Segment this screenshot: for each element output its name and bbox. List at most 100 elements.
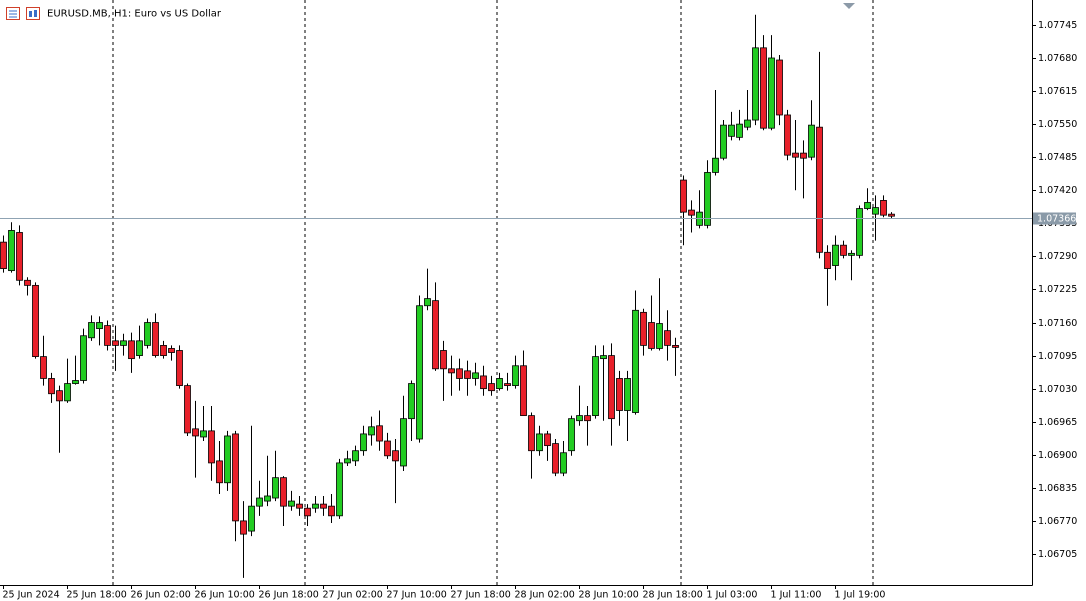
candle-body: [816, 126, 823, 253]
candle-body: [640, 311, 647, 346]
candle-body: [40, 356, 47, 379]
candle-body: [728, 124, 735, 137]
candle-body: [16, 232, 23, 281]
candle-body: [0, 241, 7, 269]
y-tick-label: 1.07095: [1038, 351, 1077, 362]
candle-body: [304, 507, 311, 517]
candle-body: [392, 450, 399, 462]
candle-body: [72, 380, 79, 384]
candle-body: [360, 433, 367, 452]
candle-body: [760, 47, 767, 129]
y-tick-label: 1.06835: [1038, 483, 1077, 494]
candle-body: [120, 340, 127, 346]
candle-body: [448, 368, 455, 374]
candle-body: [704, 172, 711, 226]
y-tick-label: 1.06965: [1038, 417, 1077, 428]
y-tick-label: 1.07615: [1038, 86, 1077, 97]
candle-body: [712, 157, 719, 173]
candle-body: [416, 305, 423, 440]
candle-body: [296, 503, 303, 509]
candle-body: [272, 477, 279, 499]
candle-body: [872, 207, 879, 215]
candle-body: [544, 433, 551, 447]
x-tick-label: 27 Jun 02:00: [323, 590, 383, 601]
candle-body: [824, 251, 831, 269]
x-tick-label: 26 Jun 02:00: [131, 590, 191, 601]
x-tick-label: 1 Jul 19:00: [835, 590, 886, 601]
candle-body: [528, 415, 535, 452]
day-separators: [112, 0, 874, 585]
candle-body: [376, 425, 383, 442]
candle-body: [560, 452, 567, 474]
y-tick-label: 1.07030: [1038, 384, 1077, 395]
candle-body: [8, 230, 15, 272]
candle-body: [808, 124, 815, 158]
candle-body: [160, 345, 167, 356]
plot-area: [0, 14, 895, 578]
candle-body: [600, 355, 607, 360]
candle-body: [616, 378, 623, 411]
candle-body: [64, 383, 71, 402]
candle-body: [248, 505, 255, 532]
y-tick-label: 1.06900: [1038, 450, 1077, 461]
x-tick-label: 27 Jun 18:00: [451, 590, 511, 601]
candle-body: [464, 370, 471, 379]
candle-body: [632, 309, 639, 413]
candle-body: [56, 390, 63, 402]
x-tick-label: 27 Jun 10:00: [387, 590, 447, 601]
y-tick-label: 1.07160: [1038, 318, 1077, 329]
candle-body: [264, 495, 271, 502]
candle-body: [344, 458, 351, 464]
candle-body: [568, 418, 575, 452]
icon: [34, 10, 37, 17]
candle-body: [424, 298, 431, 307]
candle-body: [776, 59, 783, 116]
candle-body: [328, 505, 335, 517]
icon: [26, 7, 40, 20]
x-tick-label: 1 Jul 03:00: [707, 590, 758, 601]
candle-body: [680, 179, 687, 213]
candle-body: [32, 284, 39, 357]
candle-body: [256, 497, 263, 507]
candle-body: [480, 375, 487, 390]
candle-body: [472, 372, 479, 379]
candle-body: [536, 433, 543, 452]
candle-body: [136, 340, 143, 356]
candle-body: [24, 279, 31, 286]
x-tick-label: 28 Jun 02:00: [515, 590, 575, 601]
candle-body: [288, 500, 295, 507]
y-tick-label: 1.06770: [1038, 516, 1077, 527]
candle-body: [768, 57, 775, 129]
candle-body: [576, 415, 583, 422]
x-tick-label: 1 Jul 11:00: [771, 590, 822, 601]
x-tick-label: 25 Jun 18:00: [67, 590, 127, 601]
candle-body: [96, 322, 103, 330]
x-tick-label: 25 Jun 2024: [3, 590, 60, 601]
x-tick-label: 28 Jun 18:00: [643, 590, 703, 601]
y-tick-label: 1.07550: [1038, 119, 1077, 130]
last-price-box: [1033, 212, 1076, 225]
y-tick-label: 1.07290: [1038, 251, 1077, 262]
candle-body: [216, 460, 223, 484]
candle-body: [496, 378, 503, 390]
candle-body: [384, 440, 391, 457]
x-tick-label: 26 Jun 18:00: [259, 590, 319, 601]
candle-body: [224, 435, 231, 484]
candle-body: [48, 378, 55, 395]
candle-body: [200, 430, 207, 438]
candle-body: [280, 477, 287, 507]
candle-body: [144, 322, 151, 346]
candle-body: [408, 383, 415, 420]
candle-body: [888, 213, 895, 217]
candle-body: [208, 430, 215, 464]
icon: [29, 11, 32, 17]
candle-body: [880, 200, 887, 216]
candle-body: [128, 340, 135, 360]
candle-body: [832, 244, 839, 266]
candle-body: [720, 124, 727, 159]
candle-body: [336, 462, 343, 517]
candle-body: [176, 350, 183, 386]
